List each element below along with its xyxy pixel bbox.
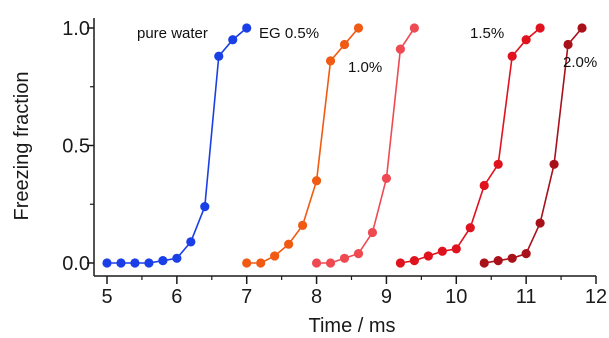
series-0 [102, 23, 252, 268]
series-line [107, 27, 248, 264]
data-point [479, 258, 489, 268]
data-point [507, 51, 517, 61]
data-point [256, 258, 266, 268]
data-point [437, 246, 447, 256]
data-point [521, 35, 531, 45]
data-point [423, 251, 433, 261]
y-tick-label: 0.5 [62, 136, 90, 158]
data-point [228, 35, 238, 45]
x-tick-label: 8 [311, 286, 322, 308]
series-label-layer: pure water EG 0.5% 1.0% 1.5% 2.0% [137, 25, 597, 76]
data-point [521, 249, 531, 259]
data-point [409, 256, 419, 266]
series-2 [311, 23, 419, 268]
data-point [577, 23, 587, 33]
data-point [242, 23, 252, 33]
data-point [493, 159, 503, 169]
series-4 [479, 23, 587, 268]
data-point [102, 258, 112, 268]
series-label: 1.0% [348, 59, 382, 76]
data-point [339, 253, 350, 263]
x-tick-label: 7 [241, 286, 252, 308]
axes: 5 6 7 8 9 10 11 12 0.0 0.5 1.0 [62, 18, 607, 308]
series-label: EG 0.5% [259, 25, 319, 42]
data-point [353, 23, 364, 33]
series-3 [395, 23, 545, 268]
data-point [479, 180, 489, 191]
data-point [549, 159, 559, 169]
data-point [298, 220, 308, 230]
series-layer [102, 23, 587, 268]
data-point [325, 258, 336, 268]
data-point [395, 258, 405, 268]
data-point [311, 176, 322, 186]
x-tick-label: 10 [445, 286, 467, 308]
series-1 [242, 23, 364, 268]
x-tick-label: 9 [381, 286, 392, 308]
data-point [325, 56, 336, 66]
data-point [200, 202, 210, 212]
series-label: 2.0% [563, 54, 597, 71]
data-point [451, 244, 461, 254]
data-point [158, 256, 168, 266]
data-point [270, 251, 280, 261]
data-point [563, 39, 573, 50]
y-axis-label: Freezing fraction [11, 72, 33, 221]
y-tick-label: 0.0 [62, 253, 90, 275]
data-point [311, 258, 322, 268]
x-axis-label: Time / ms [308, 315, 395, 337]
data-point [367, 227, 378, 238]
data-point [535, 218, 545, 228]
data-point [172, 253, 182, 263]
x-tick-label: 11 [516, 286, 537, 308]
data-point [493, 256, 503, 266]
x-tick-label: 6 [171, 286, 182, 308]
data-point [144, 258, 154, 268]
data-point [186, 237, 196, 247]
y-tick-label: 1.0 [62, 18, 90, 40]
x-tick-label: 5 [101, 286, 112, 308]
data-point [214, 51, 224, 61]
series-label: pure water [137, 25, 208, 42]
data-point [395, 44, 405, 54]
data-point [535, 23, 545, 33]
data-point [465, 223, 475, 233]
data-point [381, 173, 392, 183]
x-tick-label: 12 [585, 286, 607, 308]
data-point [284, 239, 294, 249]
data-point [242, 258, 252, 268]
data-point [507, 253, 517, 263]
series-label: 1.5% [470, 25, 504, 42]
data-point [353, 249, 364, 259]
data-point [116, 258, 126, 268]
data-point [130, 258, 140, 268]
data-point [409, 23, 419, 33]
data-point [339, 39, 350, 50]
